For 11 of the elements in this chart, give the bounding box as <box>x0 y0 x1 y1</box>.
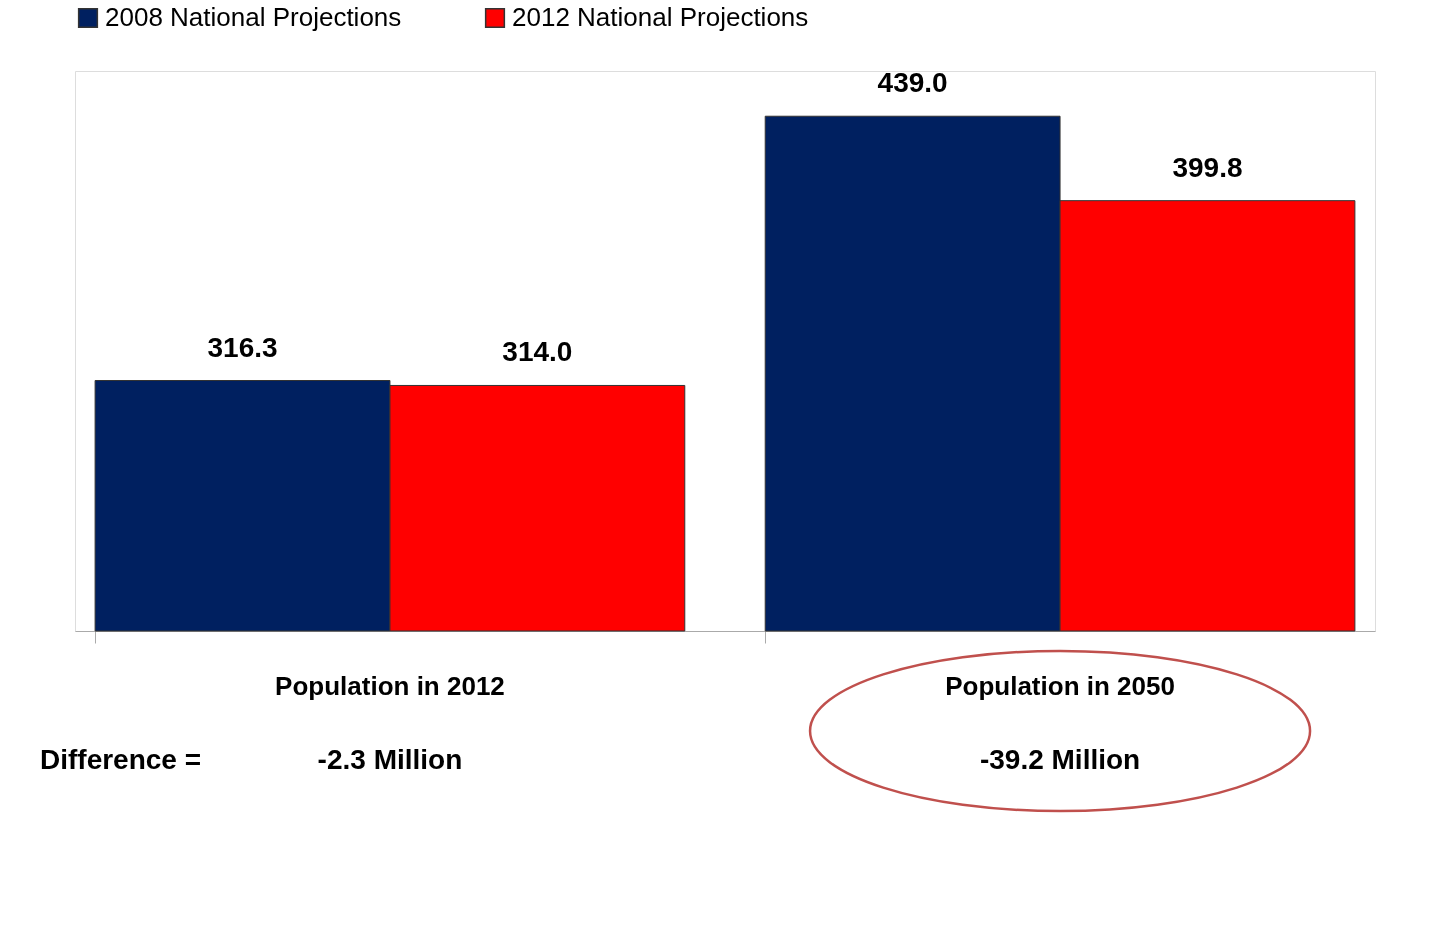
data-label: 399.8 <box>1172 151 1243 183</box>
data-label: 439.0 <box>877 67 948 99</box>
text: Difference = <box>40 744 202 775</box>
text: -2.3 Million <box>317 744 463 775</box>
legend-label: 2008 National Projections <box>105 2 402 32</box>
x-tick-label: Population in 2012 <box>275 670 505 701</box>
x-tick-label: Population in 2050 <box>945 670 1175 701</box>
data-label: 316.3 <box>207 331 278 363</box>
data-label: 314.0 <box>502 336 573 368</box>
legend-label: 2012 National Projections <box>512 2 809 32</box>
text: -39.2 Million <box>979 744 1141 775</box>
